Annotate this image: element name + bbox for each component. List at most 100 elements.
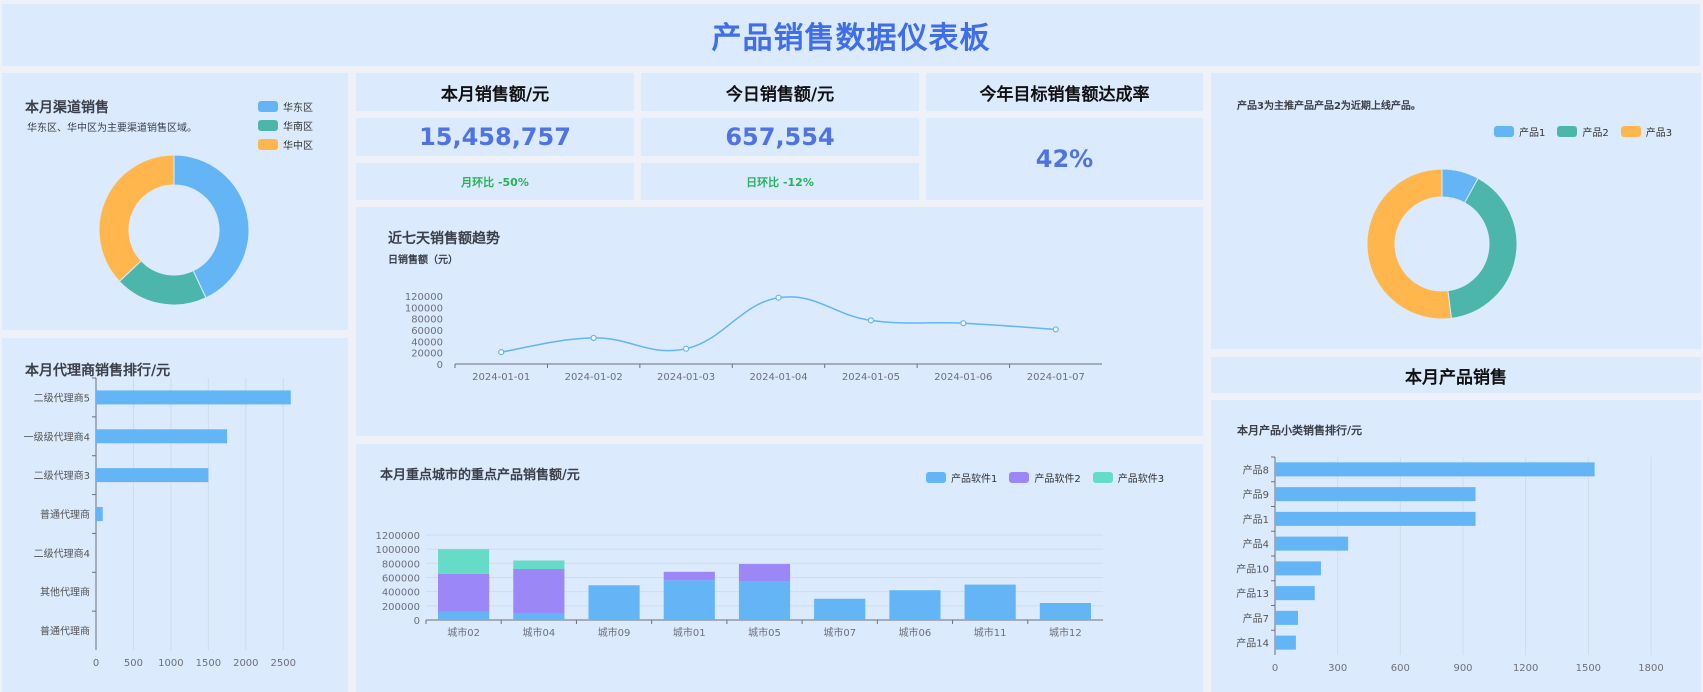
- city-stacked-bar-chart: 0 200000 400000 600000 800000 1000000 1200000 城…: [375, 531, 1103, 639]
- city-legend-item-0[interactable]: 产品软件1: [926, 470, 997, 485]
- dealer-category-label: 一级级代理商4: [24, 430, 90, 443]
- legend-swatch: [926, 472, 946, 483]
- kpi-today-label: 今日销售额/元: [641, 73, 919, 111]
- trend-x-tick-label: 2024-01-05: [842, 372, 900, 383]
- legend-label: 产品软件2: [1034, 474, 1081, 485]
- product-bar: [1275, 487, 1476, 502]
- channel-donut-chart: [98, 154, 250, 306]
- trend-point: [1052, 326, 1059, 333]
- city-x-tick-label: 城市04: [522, 626, 555, 639]
- kpi-today-value: 657,554: [641, 118, 919, 156]
- city-legend: 产品软件1 产品软件2 产品软件3: [926, 470, 1164, 485]
- product-x-tick-label: 1200: [1513, 663, 1538, 674]
- kpi-month-compare: 月环比 -50%: [356, 163, 634, 200]
- dealer-category-label: 二级代理商5: [34, 391, 90, 404]
- city-y-tick-label: 1200000: [375, 531, 420, 542]
- product-category-label: 产品4: [1243, 538, 1269, 551]
- header-bar: 产品销售数据仪表板: [2, 4, 1700, 66]
- kpi-month-value: 15,458,757: [356, 118, 634, 156]
- trend-x-tick-label: 2024-01-04: [749, 372, 807, 383]
- trend-point: [867, 317, 875, 324]
- legend-label: 华南区: [283, 122, 313, 133]
- city-x-tick-label: 城市11: [974, 626, 1007, 639]
- legend-swatch: [258, 120, 278, 131]
- product-bar: [1275, 536, 1349, 551]
- city-bar-1: [738, 564, 791, 582]
- product-category-label: 产品10: [1236, 562, 1269, 575]
- product-category-label: 产品13: [1236, 587, 1269, 600]
- product-legend-item-1[interactable]: 产品2: [1557, 124, 1609, 139]
- dealer-category-label: 其他代理商: [40, 586, 90, 599]
- city-title: 本月重点城市的重点产品销售额/元: [380, 468, 580, 483]
- product-sales-heading: 本月产品销售: [1405, 367, 1507, 388]
- dealer-x-tick-label: 1500: [196, 658, 221, 669]
- city-bar-0: [738, 581, 791, 620]
- city-y-tick-label: 800000: [382, 559, 420, 570]
- trend-point: [590, 334, 597, 342]
- dealer-title: 本月代理商销售排行/元: [25, 363, 171, 379]
- dealer-category-label: 二级代理商4: [34, 547, 90, 560]
- trend-point: [498, 349, 505, 356]
- dealer-category-label: 普通代理商: [40, 625, 90, 638]
- product-bar: [1275, 511, 1476, 526]
- city-bar-0: [814, 598, 866, 620]
- legend-label: 产品2: [1582, 128, 1609, 139]
- product-bar-chart: 0 300 600 900 1200 1500 1800 产品8 产品9 产品1 产品4 产品10 产品…: [1236, 456, 1664, 674]
- product-x-tick-label: 900: [1453, 663, 1472, 674]
- product-donut-slice-1: [1447, 177, 1518, 319]
- dealer-bar: [96, 468, 209, 483]
- city-bar-1: [513, 569, 565, 614]
- legend-swatch: [258, 139, 278, 150]
- city-panel: 本月重点城市的重点产品销售额/元 产品软件1 产品软件2 产品软件3 0 2000…: [356, 444, 1203, 692]
- trend-x-tick-label: 2024-01-06: [934, 372, 992, 383]
- city-x-tick-label: 城市05: [748, 626, 781, 639]
- legend-label: 产品软件1: [951, 474, 998, 485]
- dealer-category-label: 普通代理商: [40, 508, 90, 521]
- trend-panel: 近七天销售额趋势 日销售额（元） 0 20000 40000 60000 80000 10…: [356, 207, 1203, 436]
- product-category-label: 产品7: [1243, 612, 1269, 625]
- product-bar: [1275, 586, 1315, 601]
- kpi-month-label: 本月销售额/元: [356, 73, 634, 111]
- product-category-label: 产品9: [1243, 488, 1269, 501]
- channel-subtitle: 华东区、华中区为主要渠道销售区域。: [27, 123, 197, 134]
- legend-swatch: [1009, 472, 1030, 483]
- product-bar: [1275, 462, 1595, 477]
- legend-swatch: [1620, 126, 1641, 137]
- legend-label: 华东区: [283, 103, 313, 114]
- kpi-today-compare: 日环比 -12%: [641, 163, 919, 200]
- dealer-x-tick-label: 500: [124, 658, 143, 669]
- legend-swatch: [1494, 126, 1514, 137]
- trend-y-tick-label: 40000: [411, 337, 443, 348]
- legend-swatch: [1557, 126, 1578, 137]
- product-legend-item-2[interactable]: 产品3: [1620, 124, 1673, 139]
- trend-y-tick-label: 0: [437, 360, 443, 371]
- city-bar-2: [438, 549, 490, 574]
- channel-donut-slice-0: [173, 154, 250, 299]
- trend-x-tick-label: 2024-01-03: [657, 372, 715, 383]
- channel-legend-item-0[interactable]: 华东区: [258, 99, 313, 114]
- product-x-tick-label: 1500: [1576, 663, 1601, 674]
- city-legend-item-1[interactable]: 产品软件2: [1009, 470, 1081, 485]
- channel-legend-item-2[interactable]: 华中区: [258, 137, 313, 152]
- trend-y-tick-label: 120000: [405, 292, 443, 303]
- trend-title: 近七天销售额趋势: [388, 231, 500, 247]
- kpi-target-value: 42%: [926, 118, 1203, 200]
- product-bar-panel: 本月产品小类销售排行/元 0 300 600 900 1200 1500 1800 产品8 产品…: [1211, 400, 1701, 692]
- city-bar-0: [438, 611, 490, 620]
- trend-y-tick-label: 80000: [411, 315, 443, 326]
- city-bar-0: [964, 584, 1016, 620]
- channel-legend-item-1[interactable]: 华南区: [258, 118, 313, 133]
- city-x-tick-label: 城市12: [1049, 626, 1082, 639]
- legend-label: 产品3: [1645, 128, 1673, 139]
- product-x-tick-label: 600: [1391, 663, 1410, 674]
- product-sales-header: 本月产品销售: [1211, 357, 1701, 393]
- dealer-bar: [96, 507, 103, 521]
- city-legend-item-2[interactable]: 产品软件3: [1092, 470, 1164, 485]
- dealer-bar-chart: 0 500 1000 1500 2000 2500 二级代理商5 一级级代理商4 二级代理商3 普…: [24, 377, 296, 669]
- product-category-label: 产品1: [1243, 513, 1269, 526]
- trend-y-tick-label: 60000: [411, 326, 443, 337]
- trend-point: [960, 320, 967, 327]
- product-legend-item-0[interactable]: 产品1: [1494, 124, 1545, 139]
- dealer-x-tick-label: 2500: [271, 658, 296, 669]
